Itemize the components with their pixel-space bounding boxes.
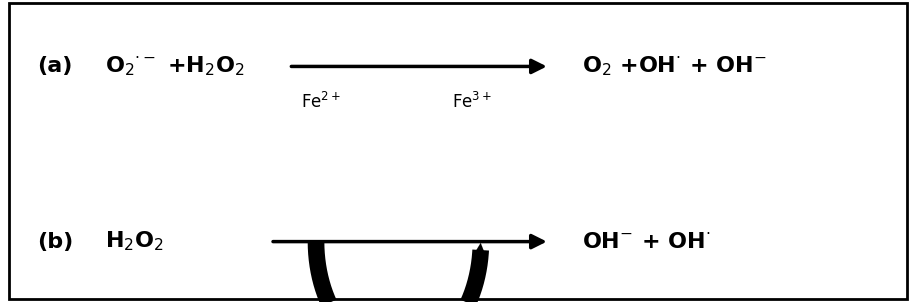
Text: Fe$^{2+}$: Fe$^{2+}$	[300, 92, 341, 112]
Text: OH$^{-}$ + OH$^{\cdot}$: OH$^{-}$ + OH$^{\cdot}$	[582, 232, 710, 252]
Text: (b): (b)	[37, 232, 73, 252]
Text: Fe$^{3+}$: Fe$^{3+}$	[452, 92, 492, 112]
Text: O$_2$ +OH$^{\cdot}$ + OH$^{-}$: O$_2$ +OH$^{\cdot}$ + OH$^{-}$	[582, 55, 766, 78]
Text: (a): (a)	[37, 56, 72, 76]
Text: H$_2$O$_2$: H$_2$O$_2$	[105, 230, 164, 253]
FancyBboxPatch shape	[9, 3, 907, 299]
Text: O$_2$$^{\cdot-}$ +H$_2$O$_2$: O$_2$$^{\cdot-}$ +H$_2$O$_2$	[105, 55, 245, 78]
